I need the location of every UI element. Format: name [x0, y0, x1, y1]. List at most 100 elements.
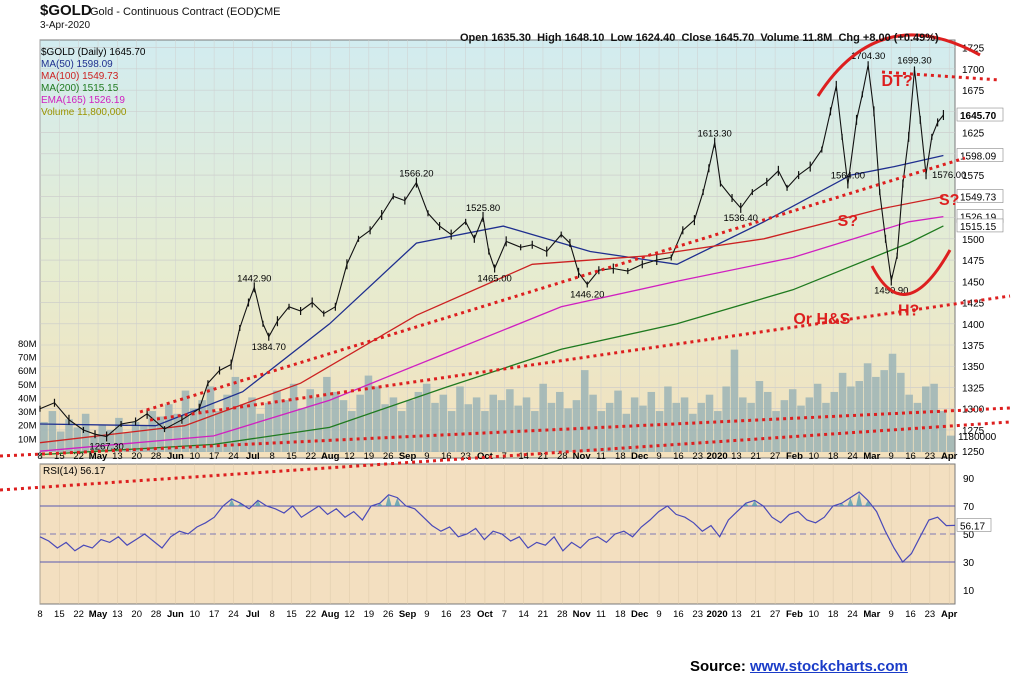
- volume-bar: [148, 411, 156, 452]
- x-tick-label-top: 10: [809, 451, 820, 462]
- x-tick-label-top: 22: [73, 451, 84, 462]
- volume-bar: [306, 389, 314, 452]
- price-annotation: 1267.30: [89, 442, 123, 453]
- rsi-overbought-fill: [228, 492, 871, 506]
- x-tick-label-bottom: 26: [383, 609, 394, 620]
- ma-line-ma50: [39, 154, 944, 427]
- x-tick-label-bottom: 17: [209, 609, 220, 620]
- volume-bar: [273, 390, 281, 452]
- volume-label: Volume: [760, 32, 800, 44]
- x-tick-label-top: Aug: [321, 451, 340, 462]
- volume-bar: [522, 397, 531, 452]
- x-tick-label-top: 9: [424, 451, 429, 462]
- pattern-label: H?: [898, 302, 919, 319]
- x-tick-label-bottom: 24: [847, 609, 858, 620]
- volume-bar: [431, 402, 439, 452]
- volume-bar: [622, 413, 631, 452]
- volume-bar: [664, 386, 672, 452]
- price-tick-label: 1700: [962, 65, 985, 76]
- price-annotation: 1465.00: [477, 274, 511, 285]
- volume-bar: [131, 421, 140, 452]
- volume-bar: [472, 397, 481, 452]
- pattern-label: Or H&S: [793, 311, 850, 328]
- x-tick-label-bottom: 20: [131, 609, 142, 620]
- symbol-label: $GOLD: [40, 2, 92, 19]
- volume-bar: [905, 394, 913, 452]
- x-tick-label-bottom: 9: [656, 609, 661, 620]
- volume-bar: [514, 405, 522, 452]
- x-tick-label-top: 8: [37, 451, 42, 462]
- close-value: 1645.70: [714, 32, 755, 44]
- volume-bar: [531, 411, 539, 452]
- price-tick-label: 1625: [962, 129, 985, 140]
- x-tick-label-bottom: 28: [151, 609, 162, 620]
- x-tick-label-top: 11: [596, 451, 606, 462]
- volume-bar: [223, 394, 231, 452]
- volume-bar: [173, 413, 181, 452]
- volume-bar: [231, 376, 240, 452]
- price-tick-label: 1250: [962, 447, 985, 458]
- x-tick-label-bottom: 15: [54, 609, 65, 620]
- x-tick-label-bottom: 16: [673, 609, 684, 620]
- ma-line-ema165: [39, 215, 944, 452]
- price-tick-label: 1400: [962, 320, 985, 331]
- price-tick-label: 1375: [962, 341, 985, 352]
- right-value-label: 1549.73: [960, 193, 997, 204]
- legend-price: $GOLD (Daily) 1645.70: [41, 47, 146, 58]
- x-tick-label-bottom: 24: [228, 609, 239, 620]
- rsi-panel: [39, 463, 956, 605]
- volume-bar: [547, 402, 556, 452]
- price-annotation: 1566.20: [399, 169, 433, 180]
- volume-bar: [755, 381, 764, 452]
- volume-bar: [90, 435, 98, 452]
- volume-bar: [897, 372, 905, 452]
- x-tick-label-top: 15: [54, 451, 65, 462]
- rsi-value-box: [956, 518, 992, 532]
- price-tick-label: 1450: [962, 277, 985, 288]
- rsi-tick-label: 50: [963, 530, 975, 541]
- ohlc-row: Open 1635.30 High 1648.10 Low 1624.40 Cl…: [460, 32, 939, 44]
- low-label: Low: [610, 32, 633, 44]
- volume-bar: [281, 400, 290, 452]
- trendline-mid: [149, 294, 1011, 422]
- volume-bar: [722, 386, 730, 452]
- volume-bar: [597, 411, 606, 452]
- price-annotation: 1704.30: [851, 51, 885, 62]
- x-tick-label-top: 16: [441, 451, 452, 462]
- x-tick-label-top: Sep: [399, 451, 417, 462]
- x-tick-label-bottom: 23: [925, 609, 936, 620]
- chg-label: Chg: [838, 32, 860, 44]
- x-tick-label-bottom: 22: [73, 609, 84, 620]
- x-tick-label-bottom: 16: [905, 609, 916, 620]
- price-annotation: 1525.80: [466, 203, 500, 214]
- volume-tick-label: 20M: [18, 421, 37, 432]
- volume-bar: [339, 400, 348, 452]
- right-value-box: [956, 218, 1004, 233]
- volume-bar: [98, 424, 107, 452]
- right-value-box: [956, 107, 1004, 122]
- rsi-last-value: 56.17: [960, 521, 985, 532]
- source-link[interactable]: www.stockcharts.com: [750, 658, 908, 675]
- volume-bar: [464, 404, 473, 452]
- x-tick-label-top: 17: [209, 451, 220, 462]
- x-tick-label-top: 21: [538, 451, 549, 462]
- price-tick-label: 1500: [962, 235, 985, 246]
- rsi-tick-label: 70: [963, 502, 975, 513]
- volume-bar: [697, 402, 705, 452]
- volume-bar: [422, 383, 431, 452]
- volume-bar: [256, 413, 265, 452]
- price-panel: [39, 39, 956, 459]
- price-line: [39, 65, 944, 438]
- price-annotation: 1384.70: [252, 342, 286, 353]
- x-tick-label-bottom: 19: [364, 609, 375, 620]
- x-tick-label-bottom: 18: [615, 609, 626, 620]
- volume-bar: [930, 383, 938, 452]
- legend-ma100: MA(100) 1549.73: [41, 71, 119, 82]
- x-tick-label-bottom: May: [89, 609, 108, 620]
- x-tick-label-top: Nov: [573, 451, 592, 462]
- volume-tick-label: 30M: [18, 407, 37, 418]
- volume-bar: [589, 394, 597, 452]
- volume-bar: [855, 381, 863, 452]
- volume-bar: [397, 411, 406, 452]
- right-value-label: 1598.09: [960, 151, 997, 162]
